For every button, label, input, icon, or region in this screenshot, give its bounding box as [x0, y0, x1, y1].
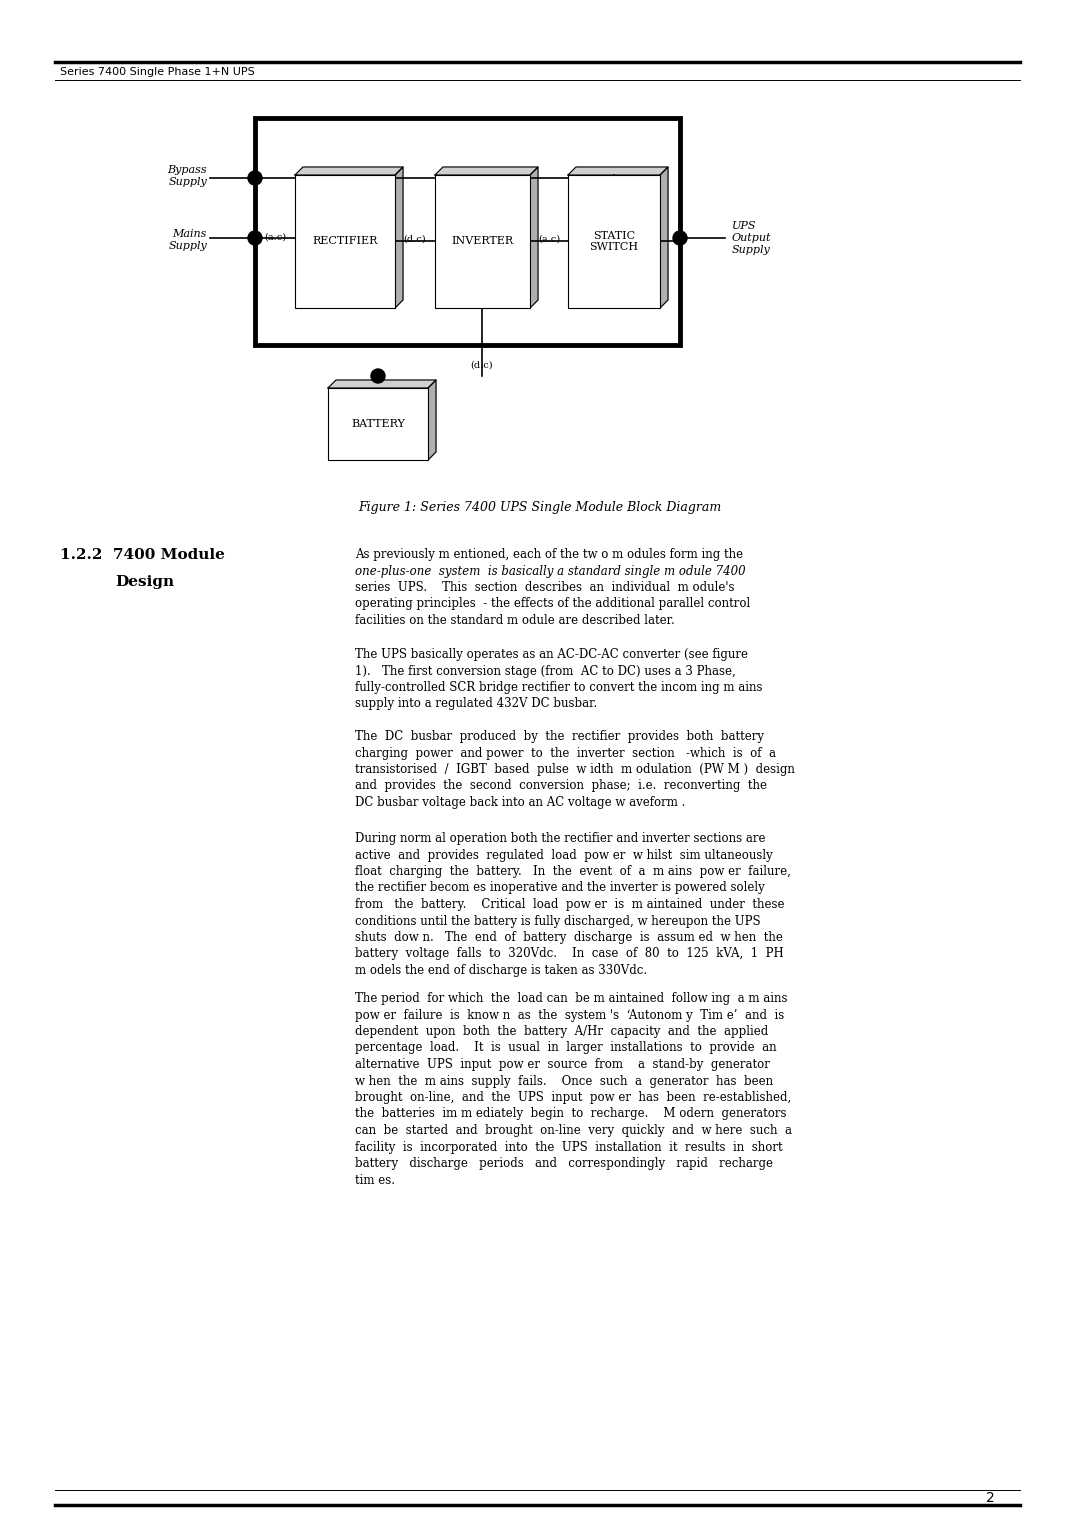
Text: alternative  UPS  input  pow er  source  from    a  stand-by  generator: alternative UPS input pow er source from… [355, 1058, 770, 1071]
Text: shuts  dow n.   The  end  of  battery  discharge  is  assum ed  w hen  the: shuts dow n. The end of battery discharg… [355, 930, 783, 944]
Text: The period  for which  the  load can  be m aintained  follow ing  a m ains: The period for which the load can be m a… [355, 991, 787, 1005]
Text: operating principles  - the effects of the additional parallel control: operating principles - the effects of th… [355, 598, 751, 610]
Text: UPS
Output
Supply: UPS Output Supply [732, 221, 771, 255]
Text: from   the  battery.    Critical  load  pow er  is  m aintained  under  these: from the battery. Critical load pow er i… [355, 898, 784, 910]
Text: Bypass
Supply: Bypass Supply [167, 165, 207, 186]
Text: Series 7400 Single Phase 1+N UPS: Series 7400 Single Phase 1+N UPS [60, 67, 255, 76]
Bar [435, 175, 530, 308]
Text: transistorised  /  IGBT  based  pulse  w idth  m odulation  (PW M )  design: transistorised / IGBT based pulse w idth… [355, 762, 795, 776]
Circle shape [248, 171, 262, 185]
Text: battery  voltage  falls  to  320Vdc.    In  case  of  80  to  125  kVA,  1  PH: battery voltage falls to 320Vdc. In case… [355, 947, 784, 961]
Text: conditions until the battery is fully discharged, w hereupon the UPS: conditions until the battery is fully di… [355, 915, 760, 927]
Polygon shape [428, 380, 436, 461]
Text: float  charging  the  battery.   In  the  event  of  a  m ains  pow er  failure,: float charging the battery. In the event… [355, 865, 791, 878]
Text: w hen  the  m ains  supply  fails.    Once  such  a  generator  has  been: w hen the m ains supply fails. Once such… [355, 1075, 773, 1087]
Text: charging  power  and power  to  the  inverter  section   -which  is  of  a: charging power and power to the inverter… [355, 747, 777, 759]
Text: Figure 1: Series 7400 UPS Single Module Block Diagram: Figure 1: Series 7400 UPS Single Module … [359, 502, 721, 514]
Text: (a.c): (a.c) [538, 235, 561, 244]
Polygon shape [395, 168, 403, 308]
Circle shape [372, 369, 384, 383]
Text: tim es.: tim es. [355, 1174, 395, 1186]
Text: 1.2.2  7400 Module: 1.2.2 7400 Module [60, 547, 225, 563]
Text: The UPS basically operates as an AC-DC-AC converter (see figure: The UPS basically operates as an AC-DC-A… [355, 648, 748, 660]
Text: (d.c): (d.c) [404, 235, 427, 244]
Text: pow er  failure  is  know n  as  the  system 's  ‘Autonom y  Tim e’  and  is: pow er failure is know n as the system '… [355, 1008, 784, 1022]
Bar [295, 175, 395, 308]
Bar [255, 117, 680, 345]
Text: percentage  load.    It  is  usual  in  larger  installations  to  provide  an: percentage load. It is usual in larger i… [355, 1042, 777, 1054]
Text: DC busbar voltage back into an AC voltage w aveform .: DC busbar voltage back into an AC voltag… [355, 796, 686, 808]
Text: m odels the end of discharge is taken as 330Vdc.: m odels the end of discharge is taken as… [355, 964, 647, 978]
Text: dependent  upon  both  the  battery  A/Hr  capacity  and  the  applied: dependent upon both the battery A/Hr cap… [355, 1025, 768, 1039]
Text: can  be  started  and  brought  on-line  very  quickly  and  w here  such  a: can be started and brought on-line very … [355, 1124, 792, 1138]
Text: 1).   The first conversion stage (from  AC to DC) uses a 3 Phase,: 1). The first conversion stage (from AC … [355, 665, 735, 677]
Text: battery   discharge   periods   and   correspondingly   rapid   recharge: battery discharge periods and correspond… [355, 1157, 773, 1170]
Text: brought  on-line,  and  the  UPS  input  pow er  has  been  re-established,: brought on-line, and the UPS input pow e… [355, 1090, 792, 1104]
Text: supply into a regulated 432V DC busbar.: supply into a regulated 432V DC busbar. [355, 697, 597, 711]
Text: Design: Design [114, 575, 174, 589]
Text: active  and  provides  regulated  load  pow er  w hilst  sim ultaneously: active and provides regulated load pow e… [355, 848, 773, 862]
Polygon shape [295, 168, 403, 175]
Text: BATTERY: BATTERY [351, 419, 405, 429]
Bar [328, 387, 428, 461]
Text: The  DC  busbar  produced  by  the  rectifier  provides  both  battery: The DC busbar produced by the rectifier … [355, 730, 764, 743]
Text: INVERTER: INVERTER [451, 236, 514, 247]
Bar [568, 175, 660, 308]
Polygon shape [435, 168, 538, 175]
Text: the rectifier becom es inoperative and the inverter is powered solely: the rectifier becom es inoperative and t… [355, 881, 765, 895]
Circle shape [248, 230, 262, 246]
Text: As previously m entioned, each of the tw o m odules form ing the: As previously m entioned, each of the tw… [355, 547, 743, 561]
Text: During norm al operation both the rectifier and inverter sections are: During norm al operation both the rectif… [355, 833, 766, 845]
Text: series  UPS.    This  section  describes  an  individual  m odule's: series UPS. This section describes an in… [355, 581, 734, 595]
Text: RECTIFIER: RECTIFIER [312, 236, 378, 247]
Text: facility  is  incorporated  into  the  UPS  installation  it  results  in  short: facility is incorporated into the UPS in… [355, 1141, 783, 1153]
Text: one-plus-one  system  is basically a standard single m odule 7400: one-plus-one system is basically a stand… [355, 564, 745, 578]
Text: facilities on the standard m odule are described later.: facilities on the standard m odule are d… [355, 615, 675, 627]
Text: Mains
Supply: Mains Supply [168, 229, 207, 250]
Polygon shape [660, 168, 669, 308]
Text: and  provides  the  second  conversion  phase;  i.e.  reconverting  the: and provides the second conversion phase… [355, 779, 767, 793]
Text: STATIC
SWITCH: STATIC SWITCH [590, 230, 638, 252]
Polygon shape [530, 168, 538, 308]
Circle shape [673, 230, 687, 246]
Text: (a.c): (a.c) [264, 232, 286, 241]
Text: 2: 2 [986, 1491, 995, 1505]
Polygon shape [328, 380, 436, 387]
Text: the  batteries  im m ediately  begin  to  recharge.    M odern  generators: the batteries im m ediately begin to rec… [355, 1107, 786, 1121]
Text: fully-controlled SCR bridge rectifier to convert the incom ing m ains: fully-controlled SCR bridge rectifier to… [355, 682, 762, 694]
Text: (d.c): (d.c) [471, 360, 494, 369]
Polygon shape [568, 168, 669, 175]
